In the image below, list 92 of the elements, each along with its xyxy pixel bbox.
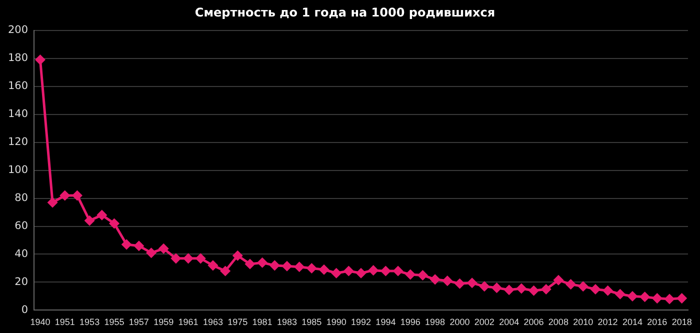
point	[232, 250, 242, 260]
point	[134, 241, 144, 251]
point	[406, 270, 416, 280]
point	[368, 266, 378, 276]
point	[578, 282, 588, 292]
x-tick-label: 1951	[54, 317, 75, 328]
point	[615, 289, 625, 299]
x-tick-label: 1955	[104, 317, 124, 328]
point	[332, 268, 342, 278]
point	[492, 283, 502, 293]
point	[628, 291, 638, 301]
y-tick-label: 140	[8, 108, 28, 120]
point	[541, 284, 551, 294]
y-tick-label: 200	[8, 24, 28, 36]
y-tick-label: 80	[14, 192, 28, 204]
x-tick-label: 2000	[450, 317, 470, 328]
y-tick-label: 100	[8, 164, 28, 176]
point	[270, 260, 280, 270]
x-tick-label: 1963	[202, 317, 223, 328]
x-tick-label: 2014	[622, 317, 642, 328]
point	[467, 278, 477, 288]
point	[664, 294, 674, 304]
x-tick-label: 2002	[474, 317, 494, 328]
point	[430, 274, 440, 284]
point	[566, 280, 576, 290]
point	[208, 260, 218, 270]
x-tick-label: 1994	[376, 317, 396, 328]
x-tick-label: 1940	[30, 317, 50, 328]
point	[380, 266, 390, 276]
x-tick-label: 1983	[276, 317, 298, 328]
point	[48, 198, 58, 208]
point	[72, 190, 82, 200]
point	[319, 264, 329, 274]
x-tick-label: 2004	[499, 317, 520, 328]
point	[258, 258, 268, 268]
x-tick-label: 1953	[80, 317, 100, 328]
point	[35, 55, 45, 65]
x-tick-label: 1985	[302, 317, 322, 328]
x-tick-label: 1959	[154, 317, 174, 328]
point	[418, 270, 428, 280]
x-tick-label: 2008	[548, 317, 568, 328]
point	[516, 284, 526, 294]
point	[294, 262, 304, 272]
point	[109, 218, 119, 228]
y-tick-label: 0	[21, 304, 28, 316]
point	[60, 190, 70, 200]
x-tick-label: 1996	[400, 317, 420, 328]
x-tick-label: 2006	[524, 317, 544, 328]
y-tick-label: 20	[14, 276, 28, 288]
point	[220, 266, 230, 276]
point	[171, 254, 181, 264]
y-tick-label: 60	[14, 220, 28, 232]
y-tick-label: 40	[14, 248, 28, 260]
point	[677, 294, 687, 304]
x-tick-label: 2012	[598, 317, 618, 328]
point	[122, 240, 132, 250]
x-tick-label: 1957	[128, 317, 149, 328]
chart-title: Смертность до 1 года на 1000 родившихся	[194, 5, 496, 20]
y-tick-label: 160	[8, 80, 28, 92]
x-tick-label: 2010	[573, 317, 594, 328]
point	[652, 294, 662, 304]
point	[529, 286, 539, 296]
point	[442, 276, 452, 286]
point	[84, 216, 94, 226]
x-tick-label: 1990	[326, 317, 346, 328]
point	[97, 210, 107, 220]
point	[640, 292, 650, 302]
point	[196, 254, 206, 264]
x-tick-label: 2016	[647, 317, 668, 328]
x-tick-label: 1981	[252, 317, 272, 328]
x-tick-label: 1975	[228, 317, 248, 328]
x-tick-label: 1998	[425, 317, 446, 328]
point	[554, 275, 564, 285]
point	[504, 285, 514, 295]
point	[603, 286, 613, 296]
y-tick-label: 180	[8, 52, 28, 64]
x-tick-label: 2018	[672, 317, 692, 328]
y-tick-label: 120	[8, 136, 28, 148]
point	[356, 268, 366, 278]
point	[393, 266, 403, 276]
point	[282, 261, 292, 271]
point	[454, 278, 464, 288]
x-tick-label: 1992	[351, 317, 372, 328]
point	[158, 244, 168, 254]
point	[245, 259, 255, 269]
point	[480, 282, 490, 292]
point	[184, 254, 194, 264]
point	[590, 284, 600, 294]
point	[306, 263, 316, 273]
x-tick-label: 1961	[178, 317, 198, 328]
point	[146, 248, 156, 258]
point	[344, 266, 354, 276]
